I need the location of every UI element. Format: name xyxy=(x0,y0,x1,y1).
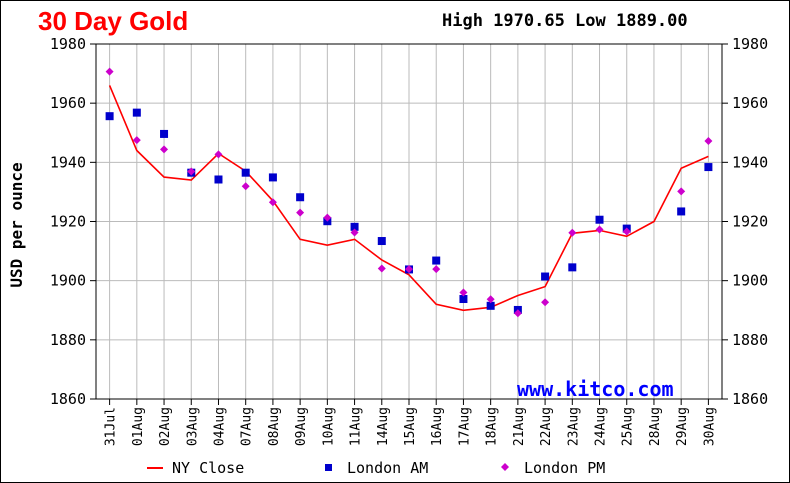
london-pm-point xyxy=(486,295,495,304)
london-pm-point xyxy=(160,145,169,154)
london-am-point xyxy=(241,168,250,177)
x-tick-label: 08Aug xyxy=(267,407,282,446)
london-pm-point xyxy=(405,265,413,274)
london-am-point xyxy=(432,256,441,265)
x-tick-label: 22Aug xyxy=(539,407,554,446)
london-pm-point xyxy=(268,198,277,207)
london-am-point xyxy=(268,173,277,182)
london-pm-point xyxy=(677,187,686,196)
london-pm-point xyxy=(350,228,359,237)
y-tick-label-left: 1920 xyxy=(50,213,86,231)
x-tick-label: 03Aug xyxy=(185,407,200,446)
legend-label-london-am: London AM xyxy=(347,459,428,477)
legend-label-ny-close: NY Close xyxy=(172,459,244,477)
y-tick-label-right: 1920 xyxy=(732,213,768,231)
x-tick-label: 09Aug xyxy=(294,407,309,446)
london-pm-point xyxy=(513,309,522,318)
london-pm-point xyxy=(568,228,577,237)
x-tick-label: 29Aug xyxy=(675,407,690,446)
london-pm-point xyxy=(105,67,114,76)
x-tick-label: 18Aug xyxy=(485,407,500,446)
london-pm-point xyxy=(541,298,550,307)
plot-area: 1860 1860 1880 1880 1900 1900 1920 1920 1940 1940… xyxy=(50,35,768,446)
y-tick-label-right: 1940 xyxy=(732,153,768,171)
x-tick-label: 02Aug xyxy=(158,407,173,446)
y-tick-label-left: 1980 xyxy=(50,35,86,53)
london-pm-point xyxy=(132,136,141,145)
london-am-point xyxy=(677,207,686,216)
london-am-point xyxy=(541,272,550,281)
x-tick-label: 28Aug xyxy=(648,407,663,446)
london-am-point xyxy=(568,263,577,272)
london-am-point xyxy=(350,222,359,231)
x-tick-label: 21Aug xyxy=(512,407,527,446)
watermark: www.kitco.com xyxy=(517,377,674,401)
y-tick-label-left: 1960 xyxy=(50,94,86,112)
x-tick-label: 24Aug xyxy=(594,407,609,446)
london-pm-point xyxy=(595,225,604,234)
y-tick-label-left: 1880 xyxy=(50,331,86,349)
london-am-point xyxy=(296,193,305,202)
x-tick-label: 17Aug xyxy=(457,407,472,446)
london-pm-point xyxy=(432,265,441,274)
x-tick-label: 23Aug xyxy=(566,407,581,446)
series-line-ny-close xyxy=(108,85,709,312)
y-tick-label-left: 1940 xyxy=(50,153,86,171)
legend-swatch-london-pm xyxy=(501,463,509,471)
y-tick-label-right: 1860 xyxy=(732,390,768,408)
y-tick-label-right: 1980 xyxy=(732,35,768,53)
y-tick-label-left: 1860 xyxy=(50,390,86,408)
london-am-point xyxy=(105,112,114,121)
london-pm-point xyxy=(323,213,332,222)
london-pm-point xyxy=(377,264,386,273)
plot-border xyxy=(95,43,723,400)
legend-label-london-pm: London PM xyxy=(524,459,605,477)
x-tick-label: 07Aug xyxy=(240,407,255,446)
x-tick-label: 15Aug xyxy=(403,407,418,446)
x-tick-label: 04Aug xyxy=(212,407,227,446)
x-tick-label: 31Jul xyxy=(104,407,119,446)
london-pm-point xyxy=(187,167,196,176)
london-am-point xyxy=(459,295,468,304)
x-tick-label: 30Aug xyxy=(702,407,717,446)
x-tick-label: 25Aug xyxy=(621,407,636,446)
y-tick-label-left: 1900 xyxy=(50,272,86,290)
legend: NY Close London AM London PM xyxy=(147,459,605,477)
y-tick-label-right: 1880 xyxy=(732,331,768,349)
y-axis-label: USD per ounce xyxy=(7,162,26,287)
london-am-point xyxy=(132,108,141,117)
london-am-point xyxy=(214,175,223,184)
london-am-point xyxy=(486,301,495,310)
legend-swatch-london-am xyxy=(325,464,332,471)
london-am-point xyxy=(704,163,713,172)
x-tick-label: 01Aug xyxy=(131,407,146,446)
london-pm-point xyxy=(296,208,305,217)
x-tick-label: 11Aug xyxy=(349,407,364,446)
high-low-readout: High 1970.65 Low 1889.00 xyxy=(442,11,688,31)
london-pm-point xyxy=(459,288,468,297)
london-am-point xyxy=(160,129,169,138)
x-tick-label: 14Aug xyxy=(376,407,391,446)
x-tick-label: 16Aug xyxy=(430,407,445,446)
london-pm-point xyxy=(214,150,223,159)
london-am-point xyxy=(377,237,386,246)
y-tick-label-right: 1960 xyxy=(732,94,768,112)
y-tick-label-right: 1900 xyxy=(732,272,768,290)
london-am-point xyxy=(595,215,604,224)
london-pm-point xyxy=(241,182,250,191)
london-pm-point xyxy=(704,137,713,146)
chart-title: 30 Day Gold xyxy=(38,6,188,36)
london-pm-point xyxy=(622,227,631,236)
x-tick-label: 10Aug xyxy=(321,407,336,446)
